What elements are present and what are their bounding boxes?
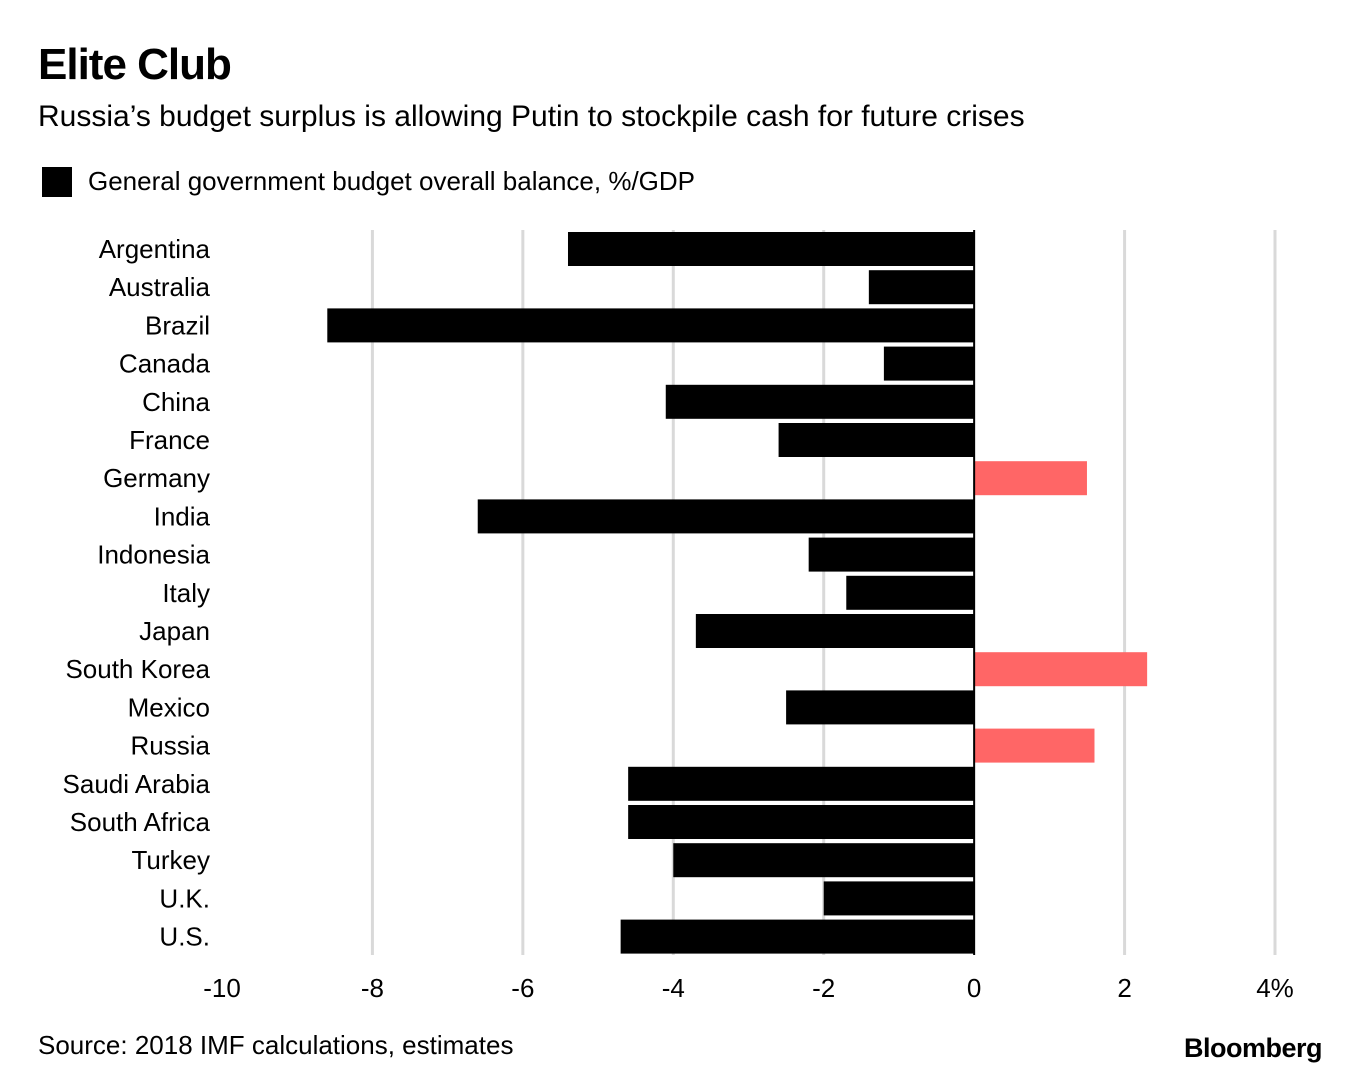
- x-tick-label: -8: [361, 973, 384, 1003]
- category-label: Saudi Arabia: [63, 769, 211, 799]
- bar-india: [477, 499, 975, 534]
- bars: [327, 232, 1148, 954]
- category-label: Germany: [103, 463, 210, 493]
- category-label: China: [142, 387, 210, 417]
- bar-south-africa: [628, 805, 975, 839]
- bar-argentina: [567, 232, 975, 266]
- category-label: Australia: [109, 272, 211, 302]
- category-label: Italy: [162, 578, 210, 608]
- category-label: France: [129, 425, 210, 455]
- x-tick-label: -4: [662, 973, 685, 1003]
- bar-turkey: [673, 843, 975, 878]
- bar-australia: [868, 270, 975, 305]
- category-label: Brazil: [145, 310, 210, 340]
- bar-italy: [846, 575, 975, 610]
- category-label: South Africa: [70, 807, 211, 837]
- bar-mexico: [786, 690, 975, 725]
- bar-saudi-arabia: [628, 766, 975, 801]
- legend-label: General government budget overall balanc…: [88, 166, 696, 196]
- x-tick-label: -6: [511, 973, 534, 1003]
- bar-canada: [883, 346, 975, 381]
- x-tick-labels: -10 -8 -6 -4 -2 0 2 4%: [203, 973, 1294, 1003]
- category-labels: Argentina Australia Brazil Canada China Franc…: [63, 234, 211, 952]
- x-tick-label: -2: [812, 973, 835, 1003]
- category-label: India: [154, 501, 211, 531]
- bar-south-korea: [974, 652, 1148, 687]
- category-label: U.S.: [159, 922, 210, 952]
- x-tick-label: 4%: [1256, 973, 1294, 1003]
- chart-subtitle: Russia’s budget surplus is allowing Puti…: [38, 100, 1025, 133]
- category-label: Canada: [119, 349, 211, 379]
- category-label: U.K.: [159, 883, 210, 913]
- bar-russia: [974, 728, 1095, 763]
- category-label: Japan: [139, 616, 210, 646]
- x-tick-label: -10: [203, 973, 241, 1003]
- chart-title: Elite Club: [38, 40, 232, 89]
- bar-u-k: [823, 881, 975, 916]
- bar-indonesia: [808, 537, 975, 572]
- category-label: Argentina: [99, 234, 211, 264]
- category-label: Russia: [131, 731, 211, 761]
- bar-japan: [695, 614, 975, 648]
- category-label: Indonesia: [97, 540, 210, 570]
- source-note: Source: 2018 IMF calculations, estimates: [38, 1030, 514, 1060]
- legend-swatch: [42, 166, 72, 197]
- x-tick-label: 0: [967, 973, 981, 1003]
- brand-logo: Bloomberg: [1184, 1033, 1323, 1063]
- bar-germany: [974, 461, 1087, 496]
- category-label: Mexico: [128, 692, 210, 722]
- x-tick-label: 2: [1117, 973, 1131, 1003]
- category-label: Turkey: [132, 845, 211, 875]
- bar-china: [665, 384, 975, 419]
- category-label: South Korea: [65, 654, 210, 684]
- legend: General government budget overall balanc…: [42, 166, 695, 197]
- bar-u-s: [620, 919, 975, 954]
- bar-brazil: [327, 308, 975, 343]
- bar-france: [778, 423, 975, 457]
